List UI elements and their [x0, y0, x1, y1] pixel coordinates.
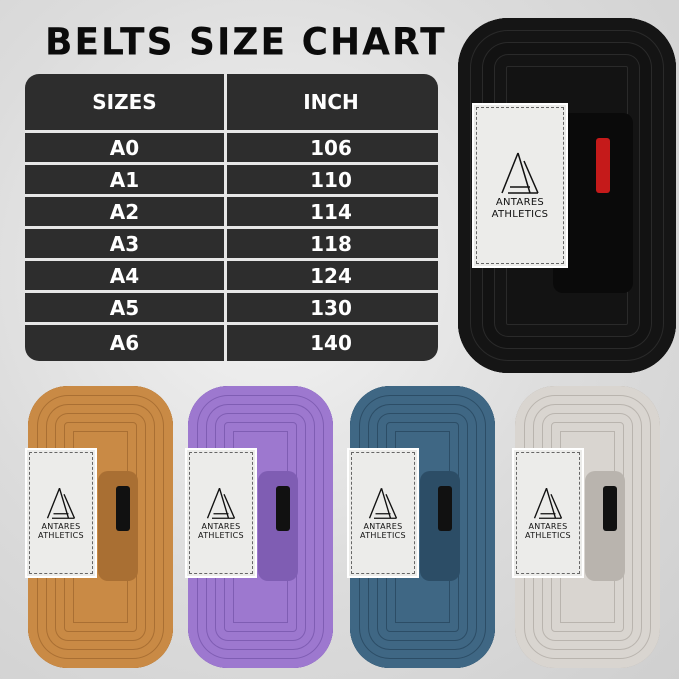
row-divider	[25, 130, 438, 133]
size-cell: A5	[109, 295, 140, 320]
inch-cell: 106	[310, 135, 352, 160]
brand-line2: ATHLETICS	[525, 531, 571, 540]
size-cell: A2	[109, 199, 140, 224]
brand-line1: ANTARES	[201, 521, 241, 531]
inch-cell: 118	[310, 231, 352, 256]
column-divider	[224, 74, 227, 361]
blue-belt-image	[350, 386, 495, 668]
brand-logo-icon	[501, 152, 539, 194]
size-chart-table: SIZES INCH A0 106 A1 110 A2 114 A3 118 A4 124 A5 13…	[25, 74, 438, 361]
brand-tag: ANTARES ATHLETICS	[472, 103, 568, 268]
header-sizes: SIZES	[92, 90, 157, 114]
table-row: A4 124	[25, 261, 438, 290]
brand-line1: ANTARES	[363, 521, 403, 531]
inch-cell: 130	[310, 295, 352, 320]
brand-line2: ATHLETICS	[360, 531, 406, 540]
row-divider	[25, 290, 438, 293]
table-row: A5 130	[25, 293, 438, 322]
size-cell: A0	[109, 135, 140, 160]
row-divider	[25, 162, 438, 165]
page-title: BELTS SIZE CHART	[45, 20, 447, 65]
brand-line1: ANTARES	[495, 197, 545, 208]
brand-tag: ANTARES ATHLETICS	[185, 448, 257, 578]
size-cell: A3	[109, 231, 140, 256]
brand-line1: ANTARES	[528, 521, 568, 531]
table-row: A2 114	[25, 197, 438, 226]
size-cell: A1	[109, 167, 140, 192]
size-cell: A4	[109, 263, 140, 288]
inch-cell: 114	[310, 199, 352, 224]
brand-tag: ANTARES ATHLETICS	[512, 448, 584, 578]
inch-cell: 124	[310, 263, 352, 288]
row-divider	[25, 258, 438, 261]
brand-line2: ATHLETICS	[491, 208, 549, 220]
brand-logo-icon	[46, 487, 76, 519]
inch-cell: 140	[310, 331, 352, 355]
brand-logo-icon	[206, 487, 236, 519]
table-row: A6 140	[25, 325, 438, 361]
table-row: A3 118	[25, 229, 438, 258]
red-stripe	[596, 138, 610, 193]
header-inch: INCH	[303, 90, 359, 114]
row-divider	[25, 322, 438, 325]
table-row: A1 110	[25, 165, 438, 194]
table-header: SIZES INCH	[25, 74, 438, 130]
table-row: A0 106	[25, 133, 438, 162]
brand-line1: ANTARES	[41, 521, 81, 531]
brand-line2: ATHLETICS	[38, 531, 84, 540]
brand-logo-icon	[368, 487, 398, 519]
row-divider	[25, 226, 438, 229]
brand-tag: ANTARES ATHLETICS	[347, 448, 419, 578]
inch-cell: 110	[310, 167, 352, 192]
brand-tag: ANTARES ATHLETICS	[25, 448, 97, 578]
brand-logo-icon	[533, 487, 563, 519]
row-divider	[25, 194, 438, 197]
brown-belt-image	[28, 386, 173, 668]
size-cell: A6	[109, 331, 140, 355]
brand-line2: ATHLETICS	[198, 531, 244, 540]
